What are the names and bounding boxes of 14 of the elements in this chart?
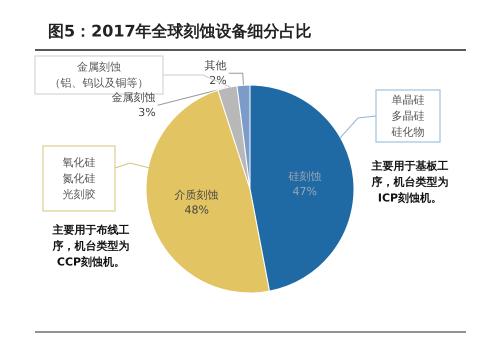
data-label: 48% bbox=[184, 204, 209, 217]
slice-label: 硅刻蚀 bbox=[287, 170, 322, 183]
data-label: 47% bbox=[292, 184, 317, 198]
data-label: 3% bbox=[138, 106, 156, 120]
text: 氧化硅氮化硅光刻胶 bbox=[62, 156, 96, 201]
data-label: 2% bbox=[209, 74, 227, 88]
text: 主要用于布线工序，机台类型为CCP刻蚀机。 bbox=[52, 224, 130, 268]
text: 金属刻蚀（铝、钨以及铜等） bbox=[50, 60, 148, 90]
text: 单晶硅多晶硅硅化物 bbox=[390, 94, 424, 138]
slice-label: 金属刻蚀 bbox=[112, 91, 156, 104]
slice-label: 介质刻蚀 bbox=[174, 188, 219, 202]
text: 主要用于基板工序，机台类型为ICP刻蚀机。 bbox=[370, 160, 448, 204]
chart-title: 图5：2017年全球刻蚀设备细分占比 bbox=[48, 22, 312, 40]
slice-label: 其他 bbox=[204, 59, 227, 72]
